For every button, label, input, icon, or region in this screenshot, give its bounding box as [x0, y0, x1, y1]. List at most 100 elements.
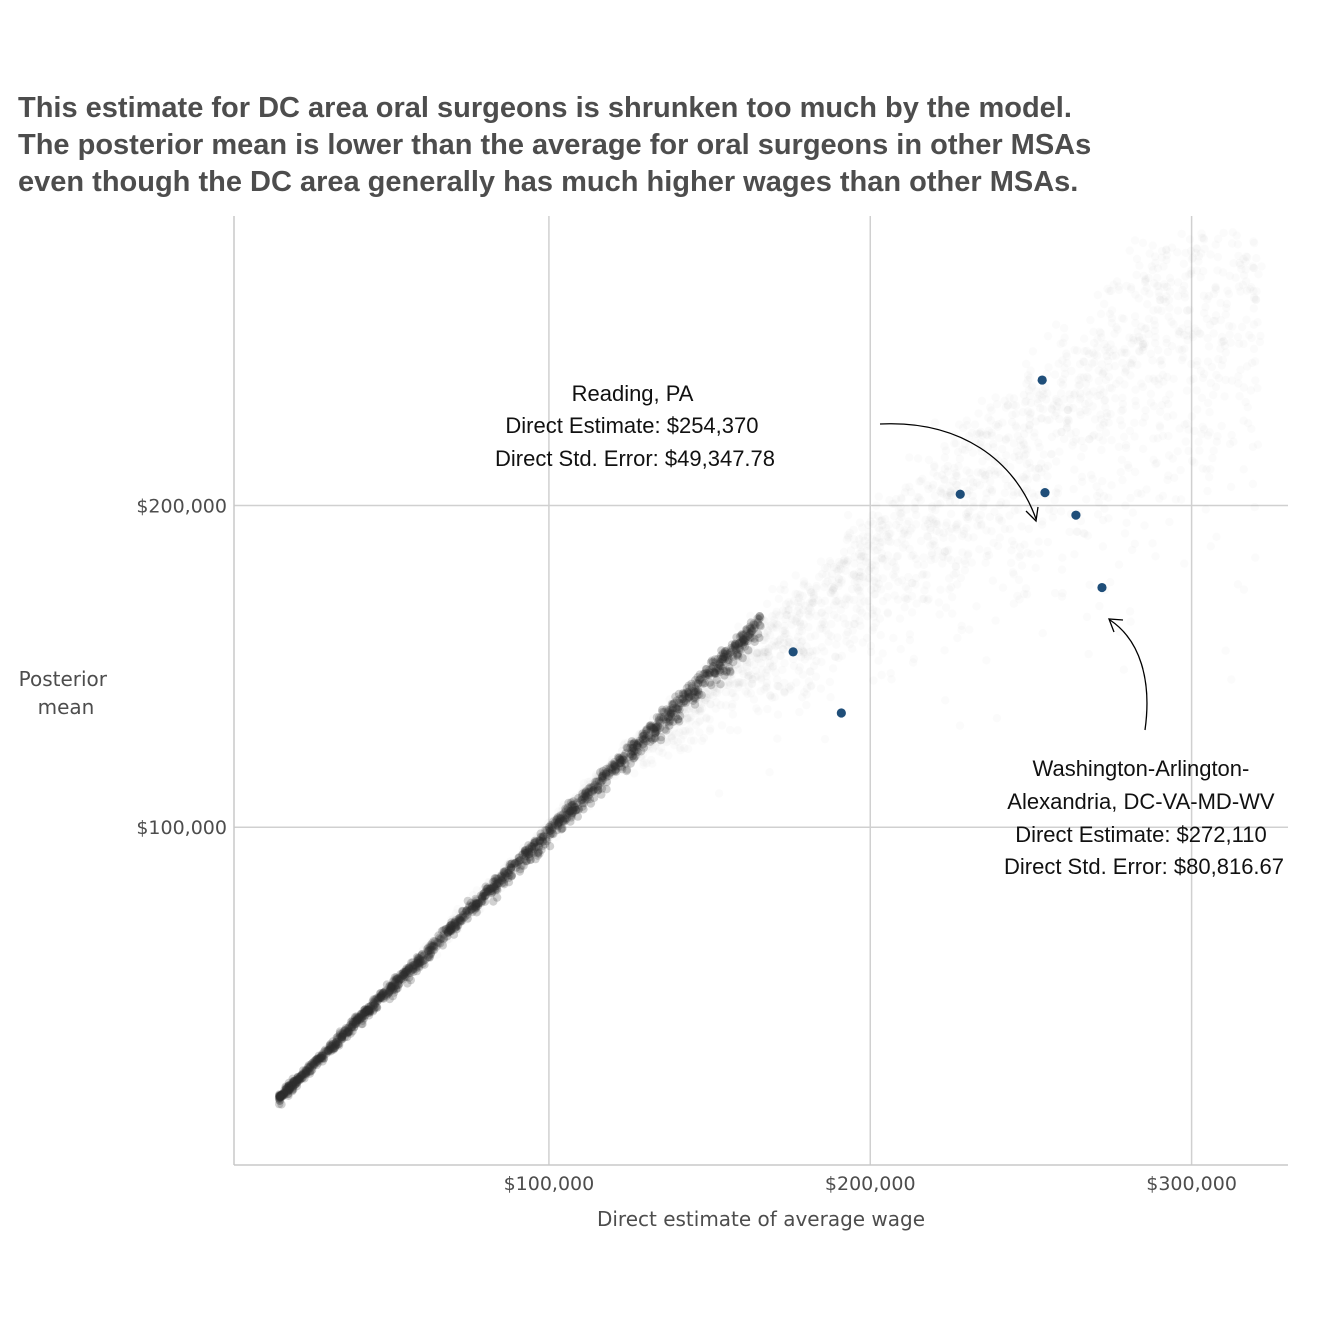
- data-point: [1221, 647, 1229, 655]
- data-point: [293, 1072, 302, 1082]
- chart-title-line: This estimate for DC area oral surgeons …: [18, 92, 1072, 124]
- data-point: [737, 637, 746, 646]
- data-point: [360, 1011, 369, 1020]
- data-point: [735, 638, 744, 647]
- data-point: [1066, 528, 1074, 536]
- data-point: [414, 958, 424, 968]
- data-point: [528, 842, 537, 852]
- data-point: [526, 848, 536, 857]
- data-point: [833, 614, 841, 622]
- data-point: [737, 638, 747, 648]
- data-point: [303, 1067, 312, 1077]
- data-point: [1182, 249, 1190, 257]
- data-point: [959, 424, 967, 432]
- data-point: [931, 418, 939, 426]
- data-point: [412, 953, 422, 962]
- data-point: [586, 799, 596, 808]
- data-point: [848, 645, 856, 653]
- data-point: [958, 548, 966, 556]
- data-point: [404, 968, 414, 978]
- data-point: [286, 1082, 295, 1091]
- data-point: [278, 1090, 287, 1100]
- data-point: [615, 755, 625, 764]
- data-point: [382, 988, 391, 998]
- data-point: [471, 898, 480, 908]
- data-point: [1060, 324, 1068, 332]
- data-point: [705, 669, 715, 678]
- data-point: [738, 633, 747, 643]
- data-point: [608, 760, 617, 769]
- data-point: [388, 986, 397, 995]
- data-point: [1126, 246, 1134, 254]
- data-point: [610, 761, 619, 770]
- data-point: [393, 980, 403, 990]
- data-point: [729, 657, 738, 667]
- data-point: [584, 784, 593, 793]
- data-point: [661, 715, 671, 724]
- data-point: [747, 624, 756, 633]
- data-point: [719, 652, 728, 661]
- data-point: [389, 988, 399, 997]
- data-point: [581, 791, 591, 801]
- data-point: [379, 988, 388, 997]
- data-point: [447, 922, 456, 932]
- data-point: [705, 678, 714, 687]
- data-point: [1195, 446, 1203, 454]
- data-point: [578, 802, 587, 811]
- data-point: [452, 925, 461, 934]
- data-point: [437, 934, 446, 943]
- data-point: [498, 873, 507, 882]
- data-point: [424, 946, 433, 955]
- data-point: [1209, 317, 1217, 325]
- data-point: [1115, 443, 1123, 451]
- data-point: [1223, 287, 1231, 295]
- data-point: [692, 682, 700, 690]
- data-point: [466, 905, 476, 914]
- data-point: [546, 826, 555, 836]
- data-point: [297, 1070, 306, 1080]
- data-point: [611, 763, 619, 771]
- data-point: [369, 998, 378, 1007]
- data-point: [430, 937, 440, 946]
- data-point: [364, 1005, 373, 1014]
- data-point: [317, 1054, 327, 1063]
- data-point: [332, 1033, 341, 1043]
- data-point: [432, 942, 441, 951]
- data-point: [718, 721, 726, 729]
- data-point: [615, 753, 624, 763]
- data-point: [295, 1075, 305, 1085]
- data-point: [529, 841, 539, 850]
- data-point: [319, 1051, 328, 1061]
- data-point: [538, 841, 547, 850]
- data-point: [312, 1057, 322, 1066]
- data-point: [730, 642, 740, 651]
- data-point: [1120, 433, 1128, 441]
- data-point: [285, 1084, 295, 1093]
- data-point: [413, 958, 422, 968]
- data-point: [345, 1021, 355, 1030]
- data-point: [487, 889, 496, 898]
- data-point: [799, 648, 807, 656]
- data-point: [585, 795, 595, 804]
- data-point: [630, 746, 639, 756]
- data-point: [325, 1043, 334, 1052]
- data-point: [901, 603, 909, 611]
- data-point: [396, 970, 405, 979]
- data-point: [336, 1033, 346, 1042]
- data-point: [453, 921, 463, 930]
- data-point: [1008, 411, 1016, 419]
- data-point: [455, 915, 464, 924]
- data-point: [276, 1093, 285, 1102]
- data-point: [349, 1023, 359, 1032]
- data-point: [338, 1030, 348, 1039]
- data-point: [1203, 295, 1211, 303]
- data-point: [936, 500, 944, 508]
- data-point: [1095, 602, 1103, 610]
- data-point: [357, 1019, 366, 1029]
- data-point: [561, 804, 570, 813]
- data-point: [791, 617, 799, 625]
- data-point: [1108, 314, 1116, 322]
- data-point: [712, 704, 720, 712]
- data-point: [1129, 509, 1137, 517]
